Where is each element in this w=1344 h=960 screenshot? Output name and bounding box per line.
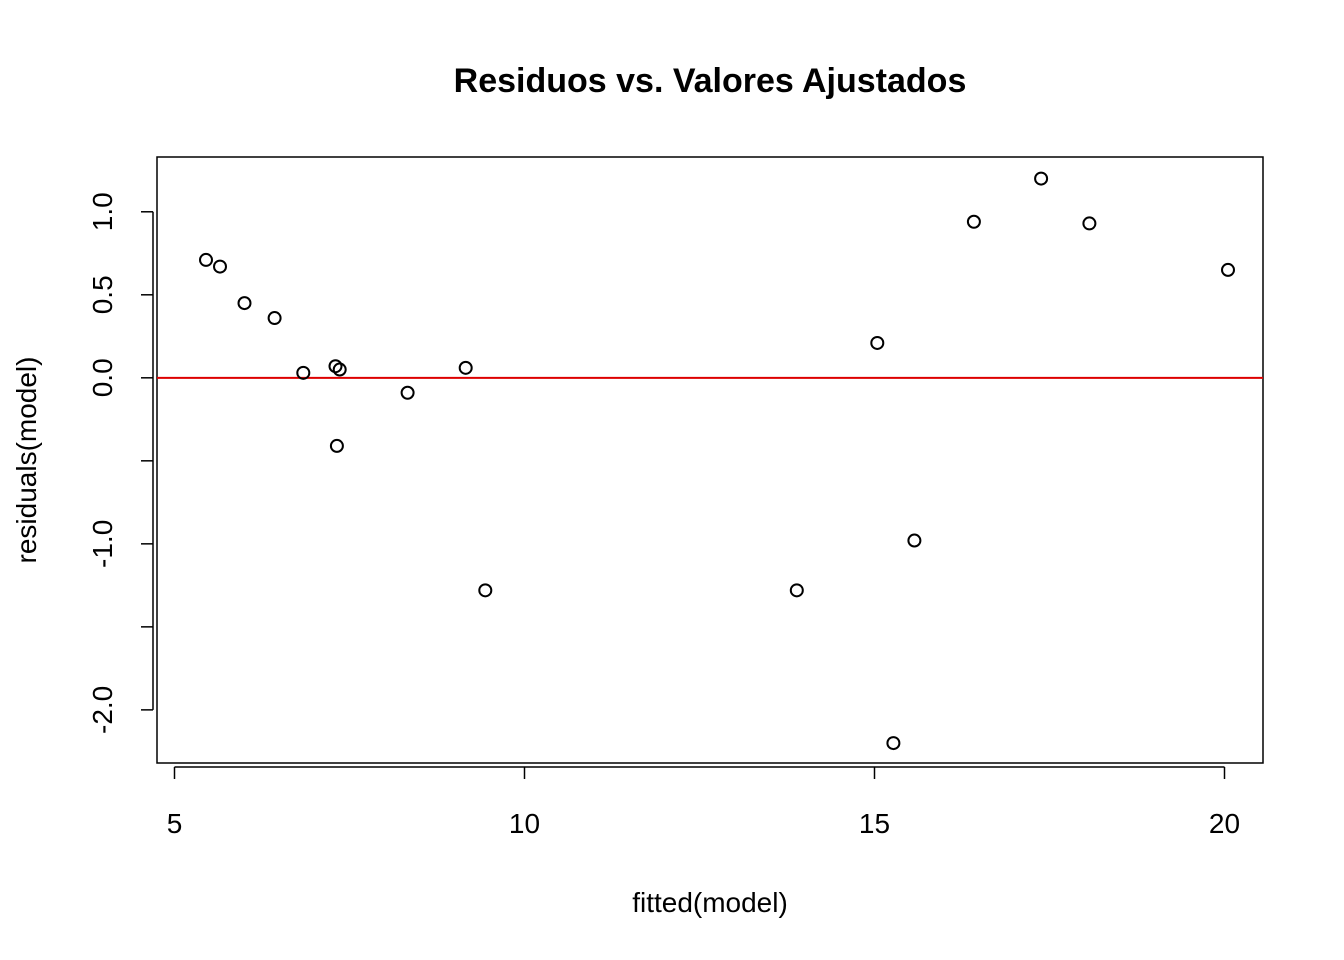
data-point [907,533,922,548]
y-tick-label: -1.0 [87,520,118,568]
x-axis: 5 10 15 20 [167,766,1240,839]
x-axis-label: fitted(model) [632,887,788,918]
data-point [296,365,311,380]
data-points [199,171,1235,751]
chart-title: Residuos vs. Valores Ajustados [454,62,967,100]
data-point [328,359,343,374]
y-tick-label: -2.0 [87,686,118,734]
data-point [870,335,885,350]
data-point [966,214,981,229]
data-point [1034,171,1049,186]
data-point [329,438,344,453]
data-point [199,252,213,267]
data-point [267,311,282,326]
x-tick-label: 15 [859,808,890,839]
data-point [789,583,804,598]
x-tick-label: 5 [167,808,183,839]
data-point [1221,262,1235,277]
data-point [237,296,252,311]
y-axis-label: residuals(model) [11,357,42,564]
y-tick-label: 1.0 [87,192,118,231]
data-point [458,360,473,375]
data-point [332,362,347,377]
x-tick-label: 10 [509,808,540,839]
y-tick-label: 0.0 [87,358,118,397]
y-axis: -2.0 -1.0 0.0 0.5 1.0 [87,192,154,734]
data-point [1082,216,1097,231]
plot-frame [156,156,1264,764]
data-point [886,736,901,751]
x-tick-label: 20 [1209,808,1240,839]
data-point [213,259,227,274]
y-tick-label: 0.5 [87,275,118,314]
data-point [400,385,415,400]
data-point [478,583,493,598]
